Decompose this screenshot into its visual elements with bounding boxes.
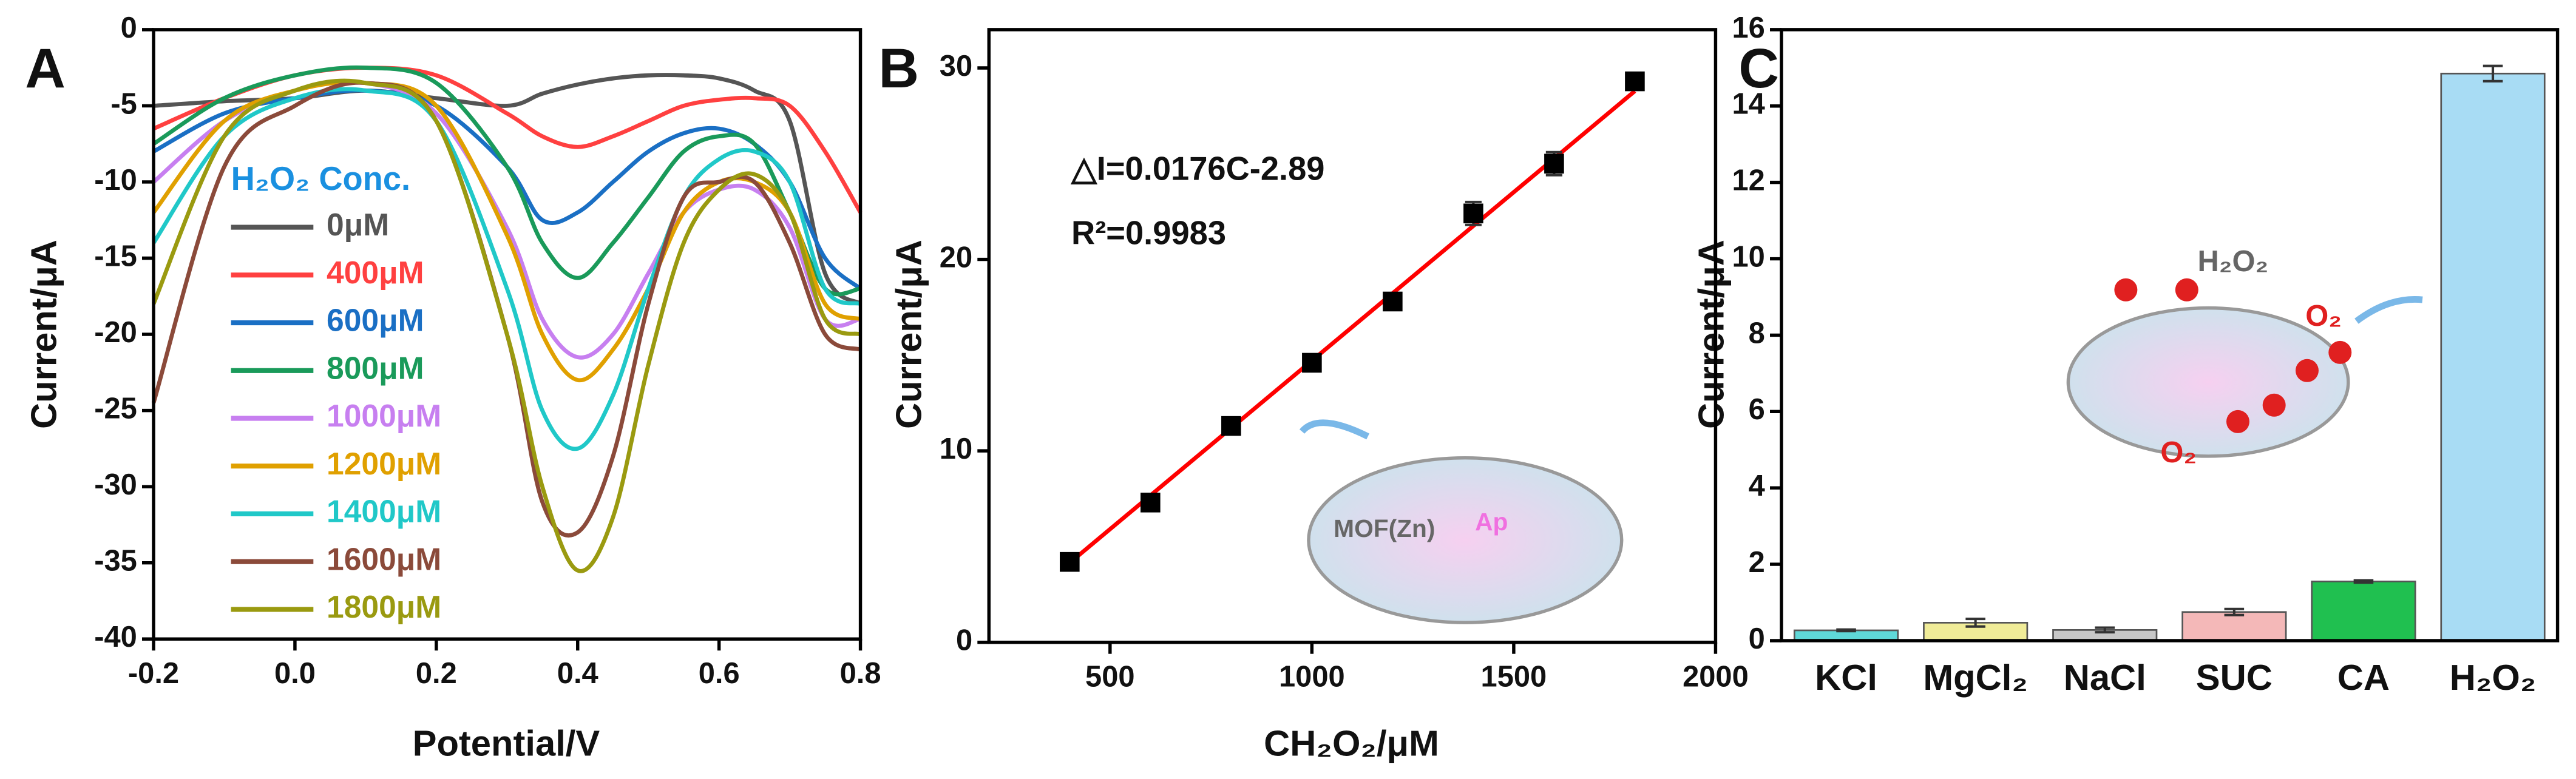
error-bar [2224, 607, 2245, 616]
legend-label: 1400μM [327, 494, 441, 529]
y-axis-label: Current/μA [888, 240, 929, 429]
error-bar [1836, 628, 1856, 633]
plot-frame [152, 28, 863, 641]
y-tick-label: 10 [1732, 240, 1765, 273]
legend-label: 1000μM [327, 398, 441, 433]
data-point [1463, 203, 1483, 224]
y-tick-label: -25 [94, 393, 137, 425]
y-tick-label: 14 [1732, 88, 1765, 121]
legend-label: 600μM [327, 303, 424, 338]
legend-label: 1600μM [327, 541, 441, 576]
x-tick-label: NaCl [2064, 657, 2146, 698]
error-bar [1965, 618, 1985, 628]
data-line [152, 65, 861, 297]
y-tick-label: 6 [1749, 393, 1765, 426]
x-tick-label: SUC [2196, 657, 2273, 698]
bar [2440, 72, 2546, 642]
x-tick-label: 1000 [1279, 660, 1345, 693]
legend-title: H₂O₂ Conc. [231, 160, 411, 197]
fit-line [1068, 89, 1636, 565]
x-tick-label: 0.2 [416, 657, 457, 690]
y-tick-label: 0 [956, 624, 972, 657]
panel-label: B [878, 36, 919, 99]
y-tick-label: 2 [1749, 546, 1765, 579]
inset-label: O₂ [2160, 436, 2197, 469]
error-bar [2353, 579, 2374, 584]
legend-label: 1200μM [327, 446, 441, 481]
inset-b [1299, 419, 1624, 624]
y-tick-label: -10 [94, 164, 137, 197]
y-tick-label: 12 [1732, 164, 1765, 197]
y-tick-label: 20 [940, 241, 972, 274]
x-tick-label: -0.2 [128, 657, 179, 690]
legend-label: 800μM [327, 350, 424, 385]
x-axis-label: CH₂O₂/μM [1264, 723, 1439, 763]
y-tick-label: -30 [94, 468, 137, 501]
y-tick-label: 0 [1749, 622, 1765, 655]
x-tick-label: 0.6 [699, 657, 740, 690]
data-line [151, 80, 861, 538]
y-tick-label: -40 [94, 621, 137, 653]
x-tick-label: H₂O₂ [2450, 657, 2537, 698]
y-tick-label: 16 [1732, 12, 1765, 44]
legend-label: 1800μM [327, 589, 441, 624]
y-tick-label: 8 [1749, 317, 1765, 349]
y-tick-label: 4 [1749, 470, 1765, 502]
data-line [151, 78, 861, 573]
y-tick-label: -35 [94, 545, 137, 578]
x-tick-label: MgCl₂ [1923, 657, 2027, 698]
x-tick-label: KCl [1815, 657, 1877, 698]
bar [2311, 581, 2416, 642]
panel-label: A [25, 36, 66, 99]
data-point [1625, 71, 1645, 92]
bar [2181, 611, 2287, 642]
data-point [1060, 551, 1080, 572]
data-point [1544, 153, 1564, 174]
error-bar [2095, 626, 2115, 634]
inset-label: MOF(Zn) [1334, 514, 1435, 542]
x-tick-label: 0.0 [274, 657, 316, 690]
plot-frame [987, 28, 1718, 644]
y-tick-label: -20 [94, 316, 137, 349]
x-tick-label: 0.8 [840, 657, 881, 690]
data-point [1302, 352, 1322, 373]
x-tick-label: CA [2337, 657, 2390, 698]
y-tick-label: -15 [94, 240, 137, 272]
legend-label: 400μM [327, 255, 424, 290]
y-axis-label: Current/μA [23, 240, 64, 429]
annotation: △I=0.0176C-2.89 [1070, 150, 1324, 187]
x-tick-label: 1500 [1481, 660, 1547, 693]
error-bar [2483, 64, 2503, 83]
y-tick-label: 10 [940, 433, 972, 465]
x-tick-label: 500 [1085, 660, 1135, 693]
y-tick-label: 0 [121, 12, 137, 44]
data-point [1141, 493, 1161, 513]
y-tick-label: 30 [940, 50, 972, 83]
panel-label: C [1738, 36, 1779, 99]
inset-label: H₂O₂ [2197, 245, 2268, 278]
inset-c [2066, 278, 2423, 458]
x-tick-label: 0.4 [557, 657, 598, 690]
data-point [1383, 291, 1403, 312]
y-axis-label: Current/μA [1691, 240, 1732, 429]
x-axis-label: Potential/V [413, 723, 600, 763]
annotation: R²=0.9983 [1071, 215, 1226, 252]
x-tick-label: 2000 [1683, 660, 1749, 693]
data-point [1221, 416, 1241, 436]
plot-frame [1780, 28, 2560, 642]
y-tick-label: -5 [110, 87, 137, 120]
inset-label: O₂ [2305, 300, 2342, 332]
inset-label: Ap [1475, 508, 1508, 536]
legend-label: 0μM [327, 207, 389, 242]
